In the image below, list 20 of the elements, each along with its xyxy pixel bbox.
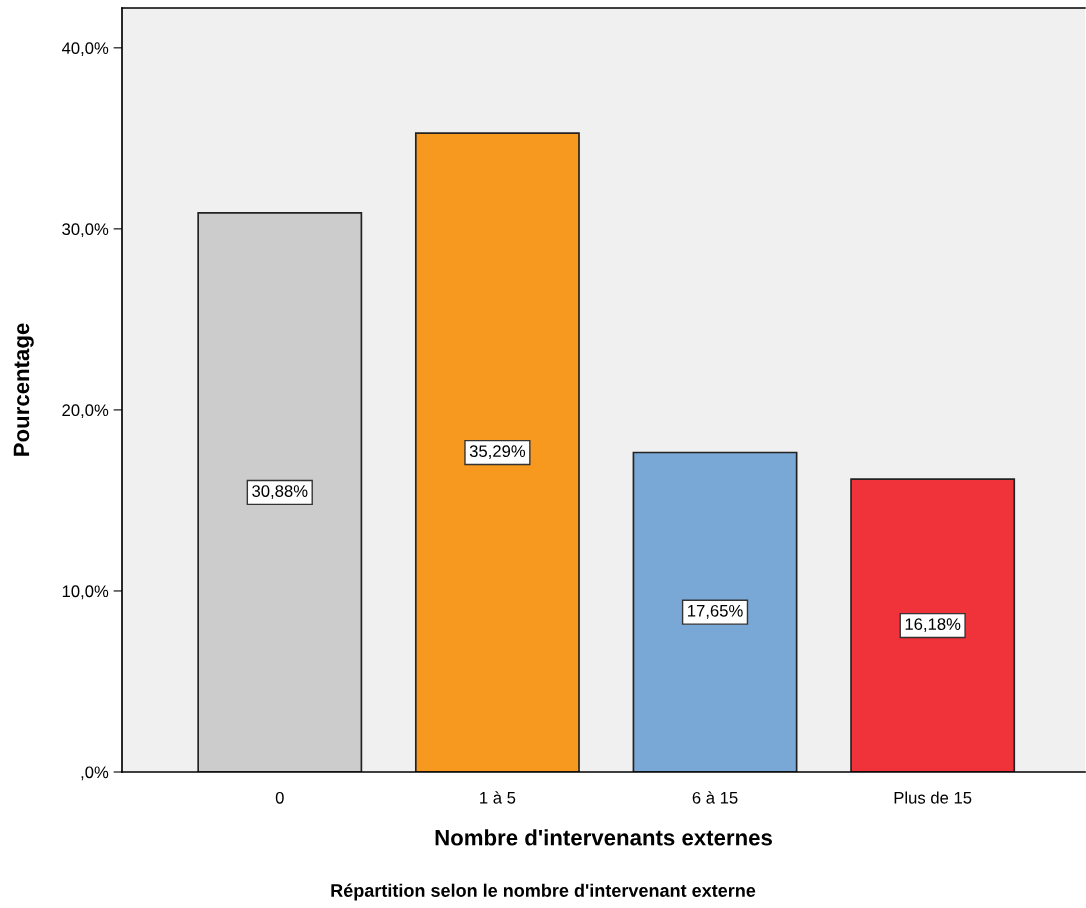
bar	[414, 132, 580, 772]
x-tick-label: 0	[275, 791, 284, 804]
y-tick-label: 40,0%	[61, 42, 109, 56]
y-tick-label: 10,0%	[62, 585, 109, 600]
bar	[197, 212, 363, 772]
y-tick-label: 20,0%	[62, 404, 109, 419]
data-label: 16,18%	[905, 618, 961, 632]
x-tick-label: Plus de 15	[894, 791, 972, 804]
x-tick-label: 6 à 15	[692, 791, 738, 804]
y-axis-title: Pourcentage	[13, 323, 34, 456]
y-tick-label: 30,0%	[62, 223, 109, 238]
data-label: 35,29%	[469, 445, 526, 459]
y-tick-label: ,0%	[81, 766, 109, 781]
text: Répartition selon le nombre d'intervenant externe	[331, 883, 756, 901]
data-label: 17,65%	[688, 604, 743, 619]
bar	[632, 451, 798, 772]
data-label: 30,88%	[252, 485, 308, 499]
x-tick-label: 1 à 5	[480, 791, 516, 804]
bar	[850, 478, 1016, 772]
x-axis-title: Nombre d'intervenants externes	[435, 829, 772, 846]
